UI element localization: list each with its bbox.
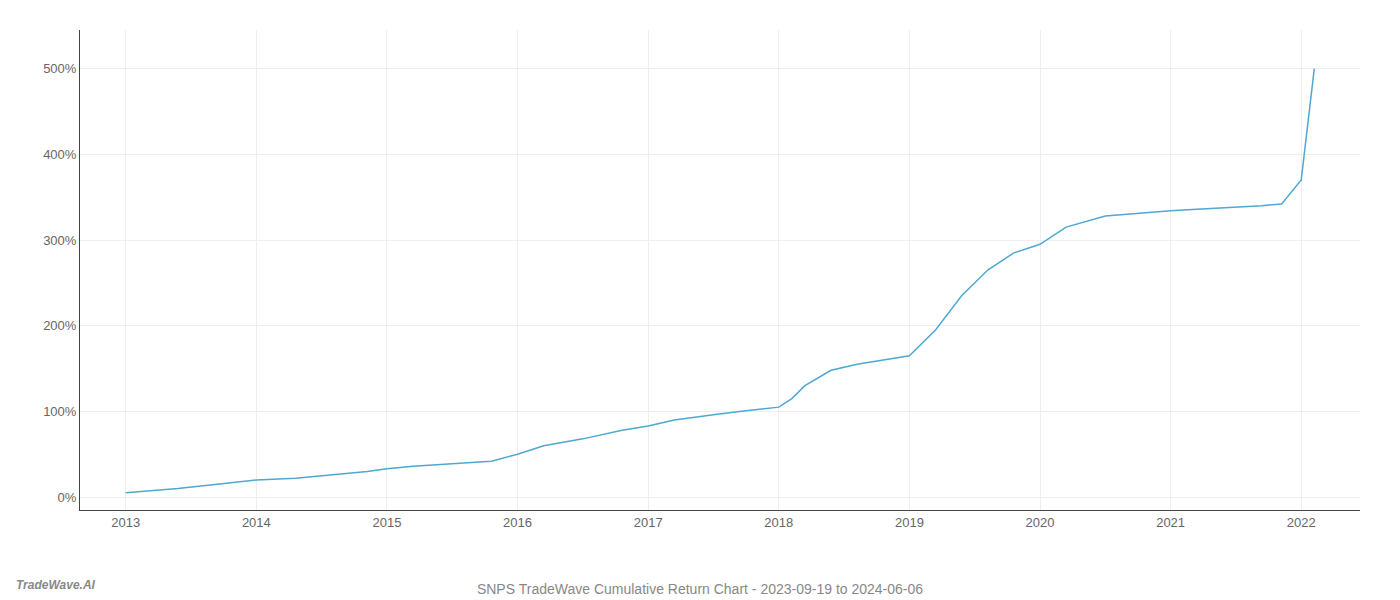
svg-text:SNPS TradeWave Cumulative Retu: SNPS TradeWave Cumulative Return Chart -… bbox=[477, 581, 923, 597]
svg-text:2015: 2015 bbox=[372, 515, 401, 530]
svg-text:0%: 0% bbox=[58, 490, 77, 505]
svg-text:2020: 2020 bbox=[1026, 515, 1055, 530]
svg-text:2017: 2017 bbox=[634, 515, 663, 530]
svg-text:2018: 2018 bbox=[764, 515, 793, 530]
svg-text:500%: 500% bbox=[43, 61, 77, 76]
svg-text:200%: 200% bbox=[43, 318, 77, 333]
svg-text:2013: 2013 bbox=[111, 515, 140, 530]
svg-text:400%: 400% bbox=[43, 147, 77, 162]
svg-text:2019: 2019 bbox=[895, 515, 924, 530]
svg-text:2022: 2022 bbox=[1287, 515, 1316, 530]
svg-text:TradeWave.AI: TradeWave.AI bbox=[16, 578, 96, 592]
svg-text:100%: 100% bbox=[43, 404, 77, 419]
svg-text:300%: 300% bbox=[43, 233, 77, 248]
svg-text:2021: 2021 bbox=[1156, 515, 1185, 530]
svg-text:2016: 2016 bbox=[503, 515, 532, 530]
svg-text:2014: 2014 bbox=[242, 515, 271, 530]
